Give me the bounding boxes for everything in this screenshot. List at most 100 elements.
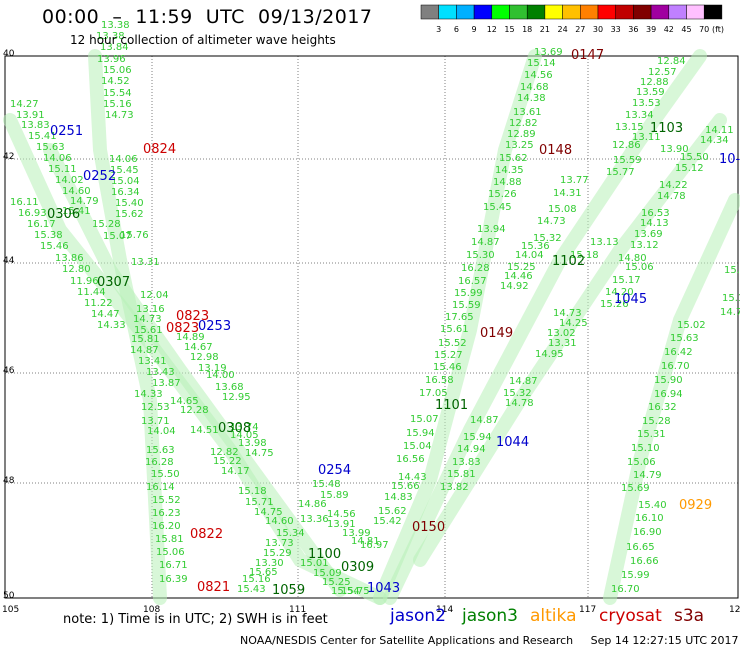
swh-value: 15.29 xyxy=(263,548,292,559)
swh-value: 13.53 xyxy=(632,98,661,109)
swh-value: 14.06 xyxy=(43,153,72,164)
swh-value: 15.76 xyxy=(120,230,149,241)
swh-value: 12.57 xyxy=(648,67,677,78)
satellite-legend-altika: altika xyxy=(530,606,577,626)
swh-value: 13.34 xyxy=(625,110,654,121)
swh-value: 16.34 xyxy=(111,187,140,198)
swh-value: 15.41 xyxy=(62,206,91,217)
pass-time-label: 1044 xyxy=(496,435,529,450)
swh-value: 15.59 xyxy=(452,300,481,311)
swh-value: 14.11 xyxy=(705,125,734,136)
swh-value: 15.06 xyxy=(625,262,654,273)
swh-value: 12.28 xyxy=(180,405,209,416)
swh-value: 14.87 xyxy=(130,345,159,356)
swh-value: 15.36 xyxy=(521,241,550,252)
swh-value: 16.56 xyxy=(396,454,425,465)
swh-value: 13.96 xyxy=(97,54,126,65)
swh-value: 15.06 xyxy=(103,65,132,76)
swh-value: 15.04 xyxy=(403,441,432,452)
swh-value: 13.59 xyxy=(636,87,665,98)
swh-value: 15.63 xyxy=(670,333,699,344)
swh-value: 14.34 xyxy=(700,135,729,146)
swh-value: 15.81 xyxy=(447,469,476,480)
swh-value: 14.81 xyxy=(351,536,380,547)
lat-label: 50 xyxy=(3,591,15,601)
swh-value: 15.25 xyxy=(322,577,351,588)
pass-time-label: 1045 xyxy=(614,292,647,307)
swh-value: 15.09 xyxy=(313,568,342,579)
color-swatch xyxy=(686,4,705,20)
swh-value: 16.66 xyxy=(630,556,659,567)
color-bar: 3 6 9 12 15 18 21 24 27 30 33 36 39 42 45 70 (ft) xyxy=(420,4,724,34)
swh-value: 14.73 xyxy=(553,308,582,319)
swh-value: 15.40 xyxy=(638,500,667,511)
swh-value: 16.14 xyxy=(146,482,175,493)
swh-value: 15.99 xyxy=(621,570,650,581)
note-text: note: 1) Time is in UTC; 2) SWH is in fe… xyxy=(63,612,328,627)
swh-value: 13.11 xyxy=(632,132,661,143)
color-tick-label: 27 xyxy=(575,25,585,34)
pass-time-label: 0824 xyxy=(143,142,176,157)
pass-time-label: 1103 xyxy=(650,121,683,136)
color-tick-label: 39 xyxy=(646,25,656,34)
swh-value: 15.50 xyxy=(151,469,180,480)
swh-value: 15.10 xyxy=(722,293,740,304)
pass-time-label: 0252 xyxy=(83,169,116,184)
swh-value: 15.59 xyxy=(613,155,642,166)
pass-time-label: 1043 xyxy=(367,581,400,596)
swh-value: 13.71 xyxy=(141,416,170,427)
lon-label: 114 xyxy=(436,605,454,615)
swh-value: 15.22 xyxy=(213,456,242,467)
swh-value: 15.62 xyxy=(499,153,528,164)
color-tick-label: 6 xyxy=(454,25,459,34)
swh-value: 15.62 xyxy=(378,506,407,517)
swh-value: 13.73 xyxy=(265,538,294,549)
swh-value: 15.50 xyxy=(680,152,709,163)
pass-time-label: 0147 xyxy=(571,48,604,63)
color-swatch xyxy=(668,4,687,20)
swh-value: 13.61 xyxy=(513,107,542,118)
color-swatch xyxy=(562,4,581,20)
swh-value: 15.02 xyxy=(677,320,706,331)
swh-value: 13.91 xyxy=(327,519,356,530)
swh-value: 14.31 xyxy=(553,188,582,199)
swh-value: 15.99 xyxy=(454,288,483,299)
swh-value: 14.67 xyxy=(184,342,213,353)
swh-value: 16.10 xyxy=(635,513,664,524)
swh-value: 14.27 xyxy=(10,99,39,110)
swh-value: 13.68 xyxy=(215,382,244,393)
lon-label: 117 xyxy=(579,605,597,615)
color-swatch xyxy=(473,4,493,20)
swh-value: 13.19 xyxy=(198,363,227,374)
color-tick-label: 3 xyxy=(436,25,441,34)
swh-value: 11.44 xyxy=(77,287,106,298)
swh-value: 13.25 xyxy=(505,140,534,151)
color-tick-label: 36 xyxy=(628,25,638,34)
color-swatch xyxy=(526,4,546,20)
swh-value: 15.07 xyxy=(410,414,439,425)
lat-label: 44 xyxy=(3,256,15,266)
swh-value: 15.94 xyxy=(463,432,492,443)
color-tick-label: 12 xyxy=(487,25,497,34)
swh-value: 14.38 xyxy=(517,93,546,104)
swh-value: 14.25 xyxy=(559,318,588,329)
color-tick-label: 70 xyxy=(699,25,709,34)
swh-value: 16.97 xyxy=(360,540,389,551)
swh-value: 15.07 xyxy=(103,231,132,242)
satellite-legend-cryosat: cryosat xyxy=(599,606,662,626)
swh-value: 12.98 xyxy=(190,352,219,363)
swh-value: 16.94 xyxy=(654,389,683,400)
swh-value: 15.90 xyxy=(654,375,683,386)
lon-label: 120 xyxy=(729,605,740,615)
swh-value: 15.17 xyxy=(612,275,641,286)
swh-value: 14.17 xyxy=(221,466,250,477)
lon-label: 108 xyxy=(143,605,161,615)
color-swatch xyxy=(544,4,563,20)
swh-value: 14.35 xyxy=(495,165,524,176)
swh-value: 13.90 xyxy=(660,144,689,155)
swh-value: 16.70 xyxy=(611,584,640,595)
swh-value: 15.52 xyxy=(438,338,467,349)
color-swatch xyxy=(615,4,634,20)
swh-value: 15.45 xyxy=(110,165,139,176)
